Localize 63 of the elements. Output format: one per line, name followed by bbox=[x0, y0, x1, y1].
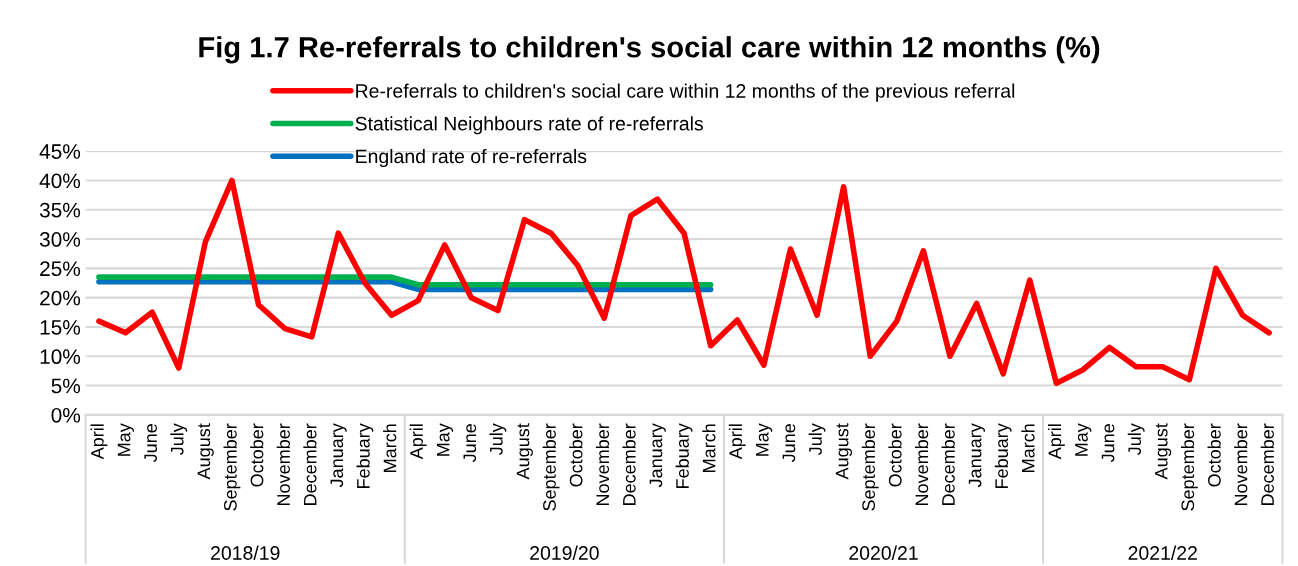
x-tick-label: May bbox=[1075, 423, 1092, 456]
x-tick-label: August bbox=[835, 423, 853, 480]
x-tick-label: September bbox=[542, 423, 560, 511]
x-tick-label: August bbox=[516, 423, 533, 480]
y-tick-label: 40% bbox=[39, 173, 81, 189]
x-tick-label: August bbox=[1155, 423, 1172, 480]
x-tick-label: October bbox=[1207, 423, 1221, 487]
y-tick-label: 35% bbox=[39, 202, 81, 218]
x-tick-label: December bbox=[303, 423, 317, 506]
x-tick-label: August bbox=[197, 423, 214, 480]
text: 2021/22 bbox=[1128, 545, 1197, 560]
legend-label: Re-referrals to children's social care within 12 months of the previous referral bbox=[356, 83, 1015, 102]
x-tick-label: September bbox=[861, 423, 879, 511]
y-tick-label: 0% bbox=[51, 407, 81, 423]
chart-title: Fig 1.7 Re-referrals to children's social care within 12 months (%) bbox=[199, 36, 1100, 64]
x-tick-label: December bbox=[622, 423, 636, 506]
x-tick-label: June bbox=[463, 424, 477, 463]
x-tick-label: May bbox=[756, 423, 773, 456]
x-tick-label: September bbox=[223, 423, 241, 511]
x-tick-label: March bbox=[702, 424, 716, 472]
x-tick-label: October bbox=[888, 423, 902, 487]
x-tick-label: May bbox=[117, 423, 134, 456]
x-tick-label: December bbox=[941, 423, 955, 506]
y-tick-label: 20% bbox=[40, 290, 81, 306]
x-tick-label: April bbox=[728, 424, 746, 460]
x-tick-label: November bbox=[914, 423, 929, 506]
x-tick-label: June bbox=[1101, 424, 1115, 463]
x-tick-label: March bbox=[383, 424, 397, 472]
x-tick-label: November bbox=[1234, 423, 1248, 506]
x-tick-label: April bbox=[1047, 424, 1065, 460]
x-tick-label: April bbox=[409, 424, 427, 460]
x-tick-label: September bbox=[1180, 423, 1198, 511]
y-tick-label: 30% bbox=[39, 232, 81, 247]
x-tick-label: Febuary bbox=[994, 423, 1012, 488]
x-tick-label: October bbox=[569, 423, 583, 487]
x-tick-label: November bbox=[276, 423, 290, 506]
x-tick-label: July bbox=[489, 423, 507, 456]
text: 2018/19 bbox=[211, 545, 280, 560]
legend-label: Statistical Neighbours rate of re-referrals bbox=[355, 116, 703, 135]
x-tick-label: November bbox=[595, 423, 610, 506]
x-tick-label: June bbox=[782, 424, 796, 463]
x-tick-label: October bbox=[250, 423, 264, 487]
x-tick-label: Febuary bbox=[675, 423, 693, 488]
x-tick-label: Febuary bbox=[356, 423, 374, 488]
x-tick-label: July bbox=[808, 423, 826, 456]
y-tick-label: 10% bbox=[40, 349, 81, 365]
y-tick-label: 45% bbox=[39, 144, 81, 159]
x-tick-label: January bbox=[330, 423, 347, 488]
y-tick-label: 5% bbox=[51, 378, 81, 394]
x-tick-label: July bbox=[1127, 423, 1145, 456]
x-tick-label: March bbox=[1021, 424, 1035, 472]
x-tick-label: May bbox=[436, 423, 454, 456]
legend-label: England rate of re-referrals bbox=[356, 148, 587, 168]
text: 2020/21 bbox=[849, 545, 918, 560]
x-tick-label: April bbox=[90, 424, 108, 460]
x-tick-label: July bbox=[170, 423, 188, 456]
x-tick-label: June bbox=[144, 424, 157, 463]
x-tick-label: January bbox=[649, 423, 666, 488]
x-tick-label: January bbox=[968, 423, 985, 488]
x-tick-label: December bbox=[1260, 423, 1274, 506]
y-tick-label: 25% bbox=[40, 261, 81, 277]
text: 2019/20 bbox=[530, 545, 599, 560]
y-tick-label: 15% bbox=[40, 320, 81, 335]
